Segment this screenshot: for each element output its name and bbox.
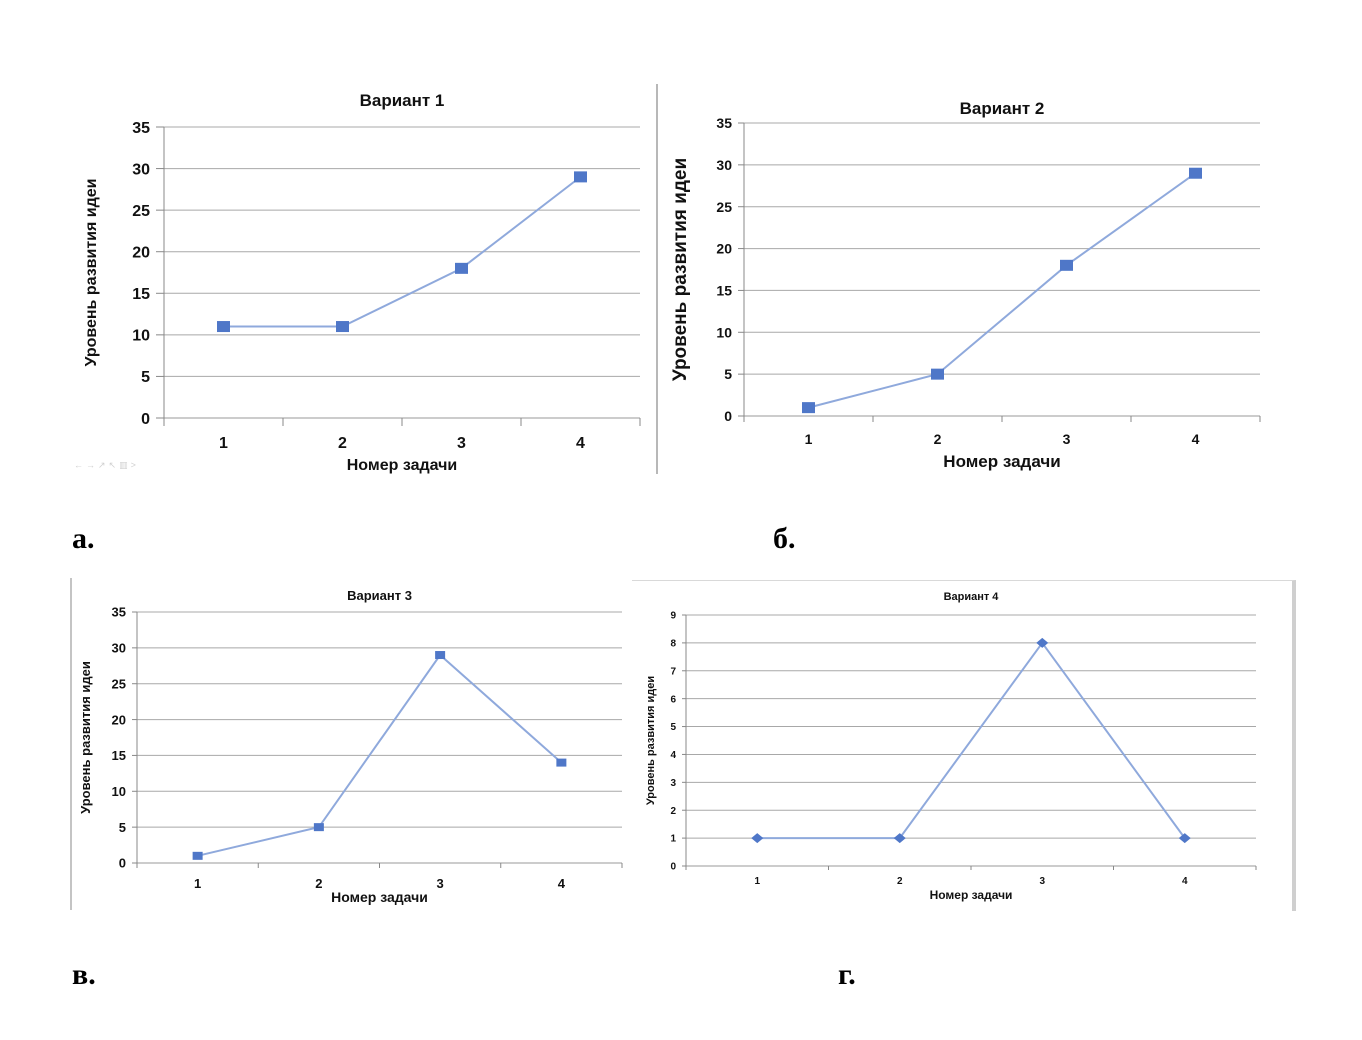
y-axis-label: Уровень развития идеи	[645, 676, 657, 805]
y-tick-label: 25	[132, 203, 150, 220]
y-tick-label: 30	[132, 161, 150, 178]
caption-a: а.	[72, 522, 95, 555]
x-axis-label: Номер задачи	[930, 888, 1013, 902]
data-point-marker	[802, 402, 815, 414]
y-tick-label: 2	[670, 806, 676, 817]
x-axis-label: Номер задачи	[943, 452, 1060, 471]
y-tick-label: 20	[716, 241, 732, 257]
x-tick-label: 1	[805, 431, 813, 447]
x-tick-label: 1	[194, 876, 201, 891]
x-tick-label: 1	[754, 876, 760, 887]
line-chart-variant-3: Вариант 3 0 5 10 15 20 25 30 35 1 2 3 4 Номер задачи У…	[78, 588, 623, 905]
data-point-marker	[1189, 167, 1202, 179]
x-tick-label: 3	[1039, 876, 1045, 887]
x-tick-label: 4	[1192, 431, 1200, 447]
y-tick-label: 20	[112, 712, 126, 727]
data-point-marker	[751, 833, 764, 844]
y-tick-label: 1	[670, 834, 676, 845]
y-tick-label: 25	[716, 199, 732, 215]
x-tick-label: 3	[457, 435, 466, 452]
y-axis-label: Уровень развития идеи	[670, 158, 691, 381]
line-chart-variant-4: Вариант 4 0 1 2 3 4 5 6 7 8 9 1 2 3 4 Номер задачи Урове…	[645, 591, 1257, 902]
data-point-marker	[893, 833, 906, 844]
y-tick-label: 20	[132, 244, 150, 261]
y-tick-label: 4	[670, 750, 676, 761]
data-point-marker	[192, 851, 203, 860]
navigation-arrows-icon: ←→↗↖▥>	[74, 460, 139, 470]
x-tick-label: 2	[897, 876, 903, 887]
data-point-marker	[1178, 833, 1191, 844]
x-tick-label: 4	[576, 435, 585, 452]
y-tick-label: 5	[119, 820, 126, 835]
y-tick-label: 0	[724, 408, 732, 424]
data-point-marker	[336, 321, 349, 333]
data-point-marker	[574, 171, 587, 183]
y-tick-label: 25	[112, 676, 126, 691]
y-tick-label: 0	[670, 862, 676, 873]
y-tick-label: 5	[141, 369, 150, 386]
caption-g: г.	[838, 958, 856, 991]
y-tick-label: 35	[716, 115, 732, 131]
y-tick-label: 30	[112, 641, 126, 656]
y-tick-label: 9	[670, 611, 676, 622]
line-chart-variant-1: Вариант 1 0 5 10 15 20 25 30 35 1 2 3 4 Номер задачи У…	[83, 91, 641, 474]
y-tick-label: 8	[670, 638, 676, 649]
chart-title: Вариант 4	[944, 591, 1000, 603]
y-tick-label: 30	[716, 157, 732, 173]
chart-panel-variant-2: Вариант 2 0 5 10 15 20 25 30 35 1 2 3 4 Номер задачи У…	[664, 95, 1276, 475]
data-point-marker	[435, 651, 446, 660]
x-axis-label: Номер задачи	[347, 457, 458, 474]
data-point-marker	[1060, 259, 1073, 271]
y-tick-label: 5	[670, 722, 676, 733]
y-tick-label: 35	[112, 605, 126, 620]
x-tick-label: 2	[315, 876, 322, 891]
chart-title: Вариант 3	[347, 588, 412, 603]
y-tick-label: 0	[141, 411, 150, 428]
series-line	[197, 653, 563, 857]
x-tick-label: 2	[338, 435, 347, 452]
x-tick-label: 2	[934, 431, 942, 447]
x-tick-label: 4	[558, 876, 566, 891]
y-tick-label: 10	[112, 784, 126, 799]
data-point-marker	[313, 823, 324, 832]
y-axis-label: Уровень развития идеи	[78, 661, 93, 814]
y-tick-label: 0	[119, 856, 126, 871]
series-line	[808, 172, 1197, 409]
data-point-marker	[556, 758, 567, 767]
y-tick-label: 35	[132, 120, 150, 137]
x-tick-label: 3	[437, 876, 444, 891]
caption-v: в.	[72, 958, 96, 991]
y-tick-label: 3	[670, 778, 676, 789]
chart-panel-variant-3: Вариант 3 0 5 10 15 20 25 30 35 1 2 3 4 Номер задачи У…	[70, 578, 632, 910]
chart-title: Вариант 1	[360, 91, 445, 110]
y-tick-label: 15	[716, 282, 732, 298]
chart-panel-variant-1: Вариант 1 0 5 10 15 20 25 30 35 1 2 3 4 Номер задачи У…	[70, 84, 658, 474]
caption-b: б.	[773, 522, 796, 555]
data-point-marker	[931, 368, 944, 380]
chart-panel-variant-4: Вариант 4 0 1 2 3 4 5 6 7 8 9 1 2 3 4 Номер задачи Урове…	[632, 580, 1296, 911]
x-tick-label: 1	[219, 435, 228, 452]
y-tick-label: 7	[670, 666, 676, 677]
data-point-marker	[1036, 637, 1049, 648]
y-tick-label: 10	[132, 328, 150, 345]
data-point-marker	[217, 321, 230, 333]
y-tick-label: 15	[112, 748, 126, 763]
series-line	[757, 641, 1186, 840]
x-tick-label: 4	[1182, 876, 1188, 887]
x-axis-label: Номер задачи	[331, 889, 428, 905]
y-tick-label: 6	[670, 694, 676, 705]
y-tick-label: 5	[724, 366, 732, 382]
y-axis-label: Уровень развития идеи	[83, 178, 100, 366]
x-tick-label: 3	[1063, 431, 1071, 447]
chart-title: Вариант 2	[960, 99, 1045, 118]
line-chart-variant-2: Вариант 2 0 5 10 15 20 25 30 35 1 2 3 4 Номер задачи У…	[670, 99, 1261, 471]
y-tick-label: 10	[716, 324, 732, 340]
series-line	[223, 176, 582, 328]
data-point-marker	[455, 262, 468, 274]
y-tick-label: 15	[132, 286, 150, 303]
